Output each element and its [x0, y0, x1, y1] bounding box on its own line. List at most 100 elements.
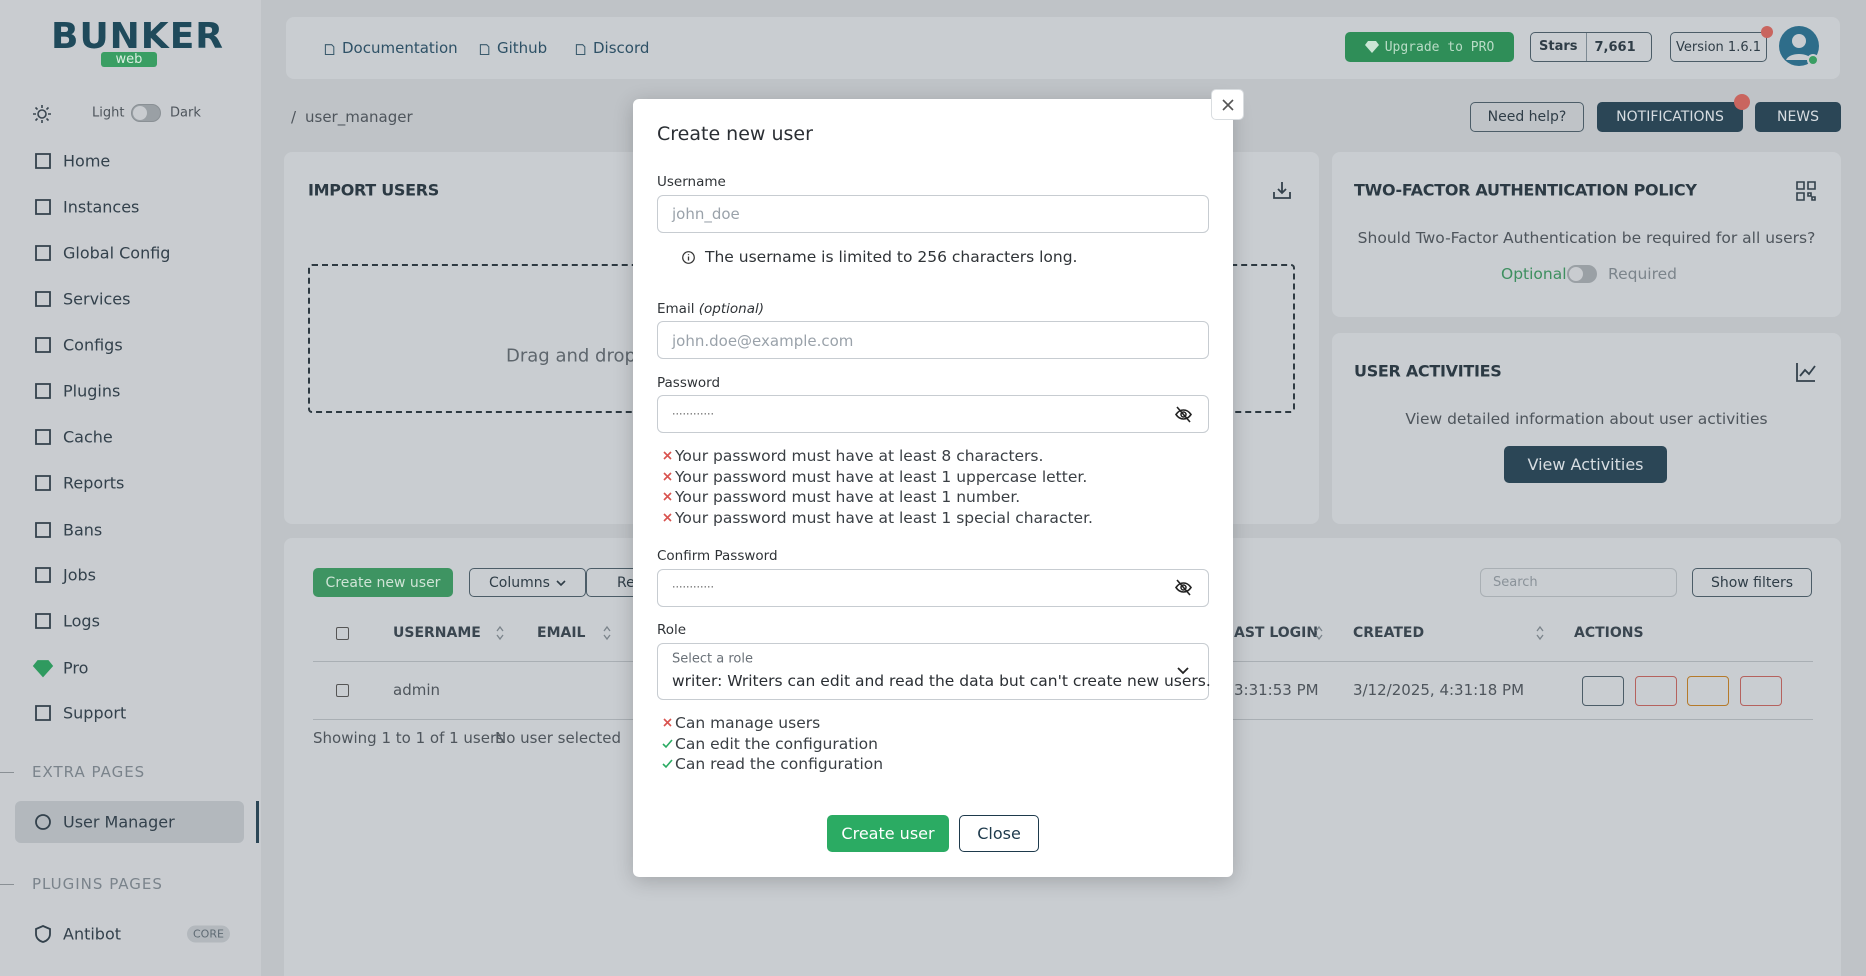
nav-item[interactable]: Reports — [63, 473, 125, 493]
avatar[interactable] — [1779, 26, 1819, 66]
gem-icon — [1364, 41, 1379, 53]
nav-item[interactable]: Services — [63, 289, 131, 309]
placeholder: ············ — [672, 407, 714, 421]
upgrade-button[interactable]: Upgrade to PRO — [1345, 32, 1514, 62]
top-link[interactable]: Discord — [593, 39, 650, 57]
nav-item[interactable]: Configs — [63, 335, 123, 355]
nav-icon — [35, 522, 51, 538]
version[interactable]: Version 1.6.1 — [1670, 32, 1767, 62]
column-header[interactable]: EMAIL — [537, 625, 586, 641]
nav-icon — [35, 153, 51, 169]
nav-icon — [32, 660, 54, 678]
action-button[interactable] — [1582, 676, 1624, 706]
topbar — [286, 17, 1840, 79]
divider — [0, 884, 14, 885]
stars-label: Stars — [1531, 33, 1587, 61]
nav-item[interactable]: Antibot — [63, 924, 122, 944]
nav-icon — [35, 199, 51, 215]
email-input[interactable] — [657, 321, 1209, 359]
card-title: IMPORT USERS — [308, 180, 439, 200]
role-select[interactable] — [657, 643, 1209, 700]
top-link[interactable]: Documentation — [342, 39, 458, 57]
sort-icon — [1315, 625, 1323, 641]
nav-icon — [35, 245, 51, 261]
twofa-card — [1332, 152, 1841, 317]
nav-item[interactable]: Pro — [63, 658, 89, 678]
cell: 3:31:53 PM — [1234, 681, 1319, 699]
field-label: Role — [657, 622, 687, 638]
confirm-input[interactable] — [657, 569, 1209, 607]
nav-icon — [35, 814, 51, 830]
username-input[interactable] — [657, 195, 1209, 233]
nav-item[interactable]: User Manager — [63, 812, 175, 832]
toggle-visibility[interactable] — [1175, 406, 1192, 423]
activities-card — [1332, 333, 1841, 524]
nav-item[interactable]: Plugins — [63, 381, 121, 401]
label-optional: (optional) — [698, 301, 765, 317]
activities-description: View detailed information about user act… — [1405, 410, 1768, 428]
qr-icon — [1796, 181, 1816, 201]
nav-item[interactable]: Jobs — [63, 565, 96, 585]
stars-button[interactable]: Stars 7,661 — [1530, 32, 1652, 62]
action-button[interactable] — [1687, 676, 1729, 706]
twofa-toggle[interactable] — [1567, 265, 1597, 283]
section-title[interactable]: PLUGINS PAGES — [32, 875, 163, 893]
nav-icon — [35, 567, 51, 583]
permission: Can manage users — [675, 714, 821, 732]
activities-button[interactable]: View Activities — [1504, 446, 1667, 483]
modal-close-x[interactable] — [1211, 89, 1244, 120]
row-checkbox[interactable] — [336, 684, 349, 697]
help-button[interactable]: Need help? — [1470, 102, 1584, 132]
create-user-button[interactable]: Create new user — [313, 568, 453, 597]
password-input[interactable] — [657, 395, 1209, 433]
top-link[interactable]: Github — [497, 39, 548, 57]
search-input[interactable]: Search — [1480, 568, 1677, 597]
column-header[interactable]: USERNAME — [393, 625, 481, 641]
action-button[interactable] — [1635, 676, 1677, 706]
download-icon[interactable] — [1272, 180, 1292, 200]
filters-button[interactable]: Show filters — [1692, 568, 1812, 597]
nav-icon — [35, 613, 51, 629]
card-title: USER ACTIVITIES — [1354, 361, 1502, 381]
breadcrumb[interactable]: user_manager — [305, 108, 413, 126]
link-icon — [324, 44, 335, 56]
nav-item[interactable]: Support — [63, 703, 127, 723]
column-header: ACTIONS — [1574, 625, 1644, 641]
create-button[interactable]: Create user — [827, 815, 949, 852]
nav-icon — [35, 925, 51, 943]
version-dot — [1761, 26, 1773, 38]
column-header[interactable]: CREATED — [1353, 625, 1425, 641]
brand[interactable]: BUNKER — [51, 16, 225, 57]
stars-count: 7,661 — [1594, 39, 1636, 55]
nav-icon — [35, 429, 51, 445]
columns-button[interactable]: Columns — [469, 568, 586, 597]
activities-label: View Activities — [1527, 455, 1644, 474]
select-all-checkbox[interactable] — [336, 627, 349, 640]
theme-toggle[interactable] — [131, 104, 161, 122]
nav-icon — [35, 475, 51, 491]
select-value: writer: Writers can edit and read the da… — [672, 672, 1211, 690]
twofa-required: Required — [1608, 265, 1677, 283]
nav-item[interactable]: Global Config — [63, 243, 171, 263]
nav-item[interactable]: Home — [63, 151, 111, 171]
link-icon — [479, 44, 490, 56]
notifications-button[interactable]: NOTIFICATIONS — [1597, 102, 1743, 132]
section-title[interactable]: EXTRA PAGES — [32, 763, 146, 781]
create-label: Create user — [841, 824, 935, 843]
link-icon — [575, 44, 586, 56]
column-header[interactable]: AST LOGIN — [1234, 625, 1319, 641]
nav-item[interactable]: Bans — [63, 520, 103, 540]
password-rule: Your password must have at least 1 numbe… — [675, 488, 1021, 506]
nav-item[interactable]: Instances — [63, 197, 140, 217]
nav-item[interactable]: Cache — [63, 427, 113, 447]
permission: Can edit the configuration — [675, 735, 878, 753]
toggle-visibility[interactable] — [1175, 579, 1192, 596]
cross-icon — [663, 718, 672, 727]
twofa-question: Should Two-Factor Authentication be requ… — [1357, 229, 1816, 247]
news-button[interactable]: NEWS — [1755, 102, 1841, 132]
close-button[interactable]: Close — [959, 815, 1039, 852]
nav-item[interactable]: Logs — [63, 611, 100, 631]
password-rule: Your password must have at least 1 speci… — [675, 509, 1093, 527]
action-button[interactable] — [1740, 676, 1782, 706]
